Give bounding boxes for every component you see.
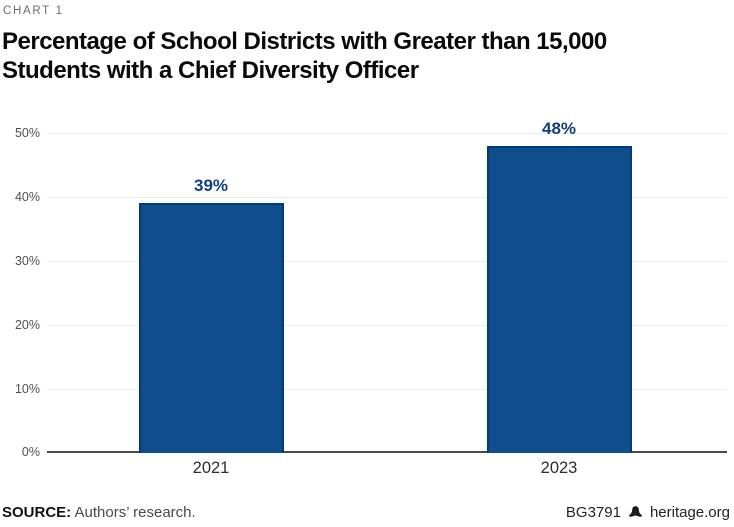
source-text: Authors’ research.: [71, 503, 196, 521]
y-axis-tick-label: 0%: [21, 445, 40, 459]
gridline: [47, 389, 727, 390]
chart-footer: SOURCE: Authors’ research. BG3791 herita…: [2, 501, 730, 523]
gridline: [47, 325, 727, 326]
chart-title-line2: Students with a Chief Diversity Officer: [2, 57, 419, 84]
report-id: BG3791: [565, 503, 621, 521]
x-axis-category-label: 2021: [192, 459, 230, 477]
x-axis-category-label: 2023: [540, 459, 578, 477]
source-label: SOURCE:: [2, 503, 72, 521]
gridline: [47, 261, 727, 262]
bar-value-label: 48%: [541, 118, 577, 138]
chart-eyebrow: CHART 1: [3, 5, 64, 17]
y-axis-tick-label: 40%: [14, 190, 40, 204]
gridline: [47, 197, 727, 198]
y-axis-tick-label: 50%: [14, 126, 40, 140]
site-url: heritage.org: [649, 503, 730, 521]
bar-2021: [138, 203, 284, 453]
source-note: SOURCE: Authors’ research.: [2, 504, 196, 521]
liberty-bell-icon: [627, 504, 644, 521]
y-axis-tick-label: 30%: [14, 254, 40, 268]
gridline: [47, 133, 727, 134]
y-axis-tick-label: 20%: [14, 318, 40, 332]
chart-title-line1: Percentage of School Districts with Grea…: [2, 28, 607, 55]
plot-area: 0% 10% 20% 30% 40% 50% 39% 2021 48% 2023: [15, 119, 727, 477]
y-axis-tick-label: 10%: [14, 382, 40, 396]
bar-value-label: 39%: [193, 176, 229, 196]
publisher-credit: BG3791 heritage.org: [566, 504, 730, 521]
chart-title: Percentage of School Districts with Grea…: [2, 27, 726, 85]
x-axis-line: [47, 451, 727, 453]
bar-2023: [486, 145, 632, 453]
